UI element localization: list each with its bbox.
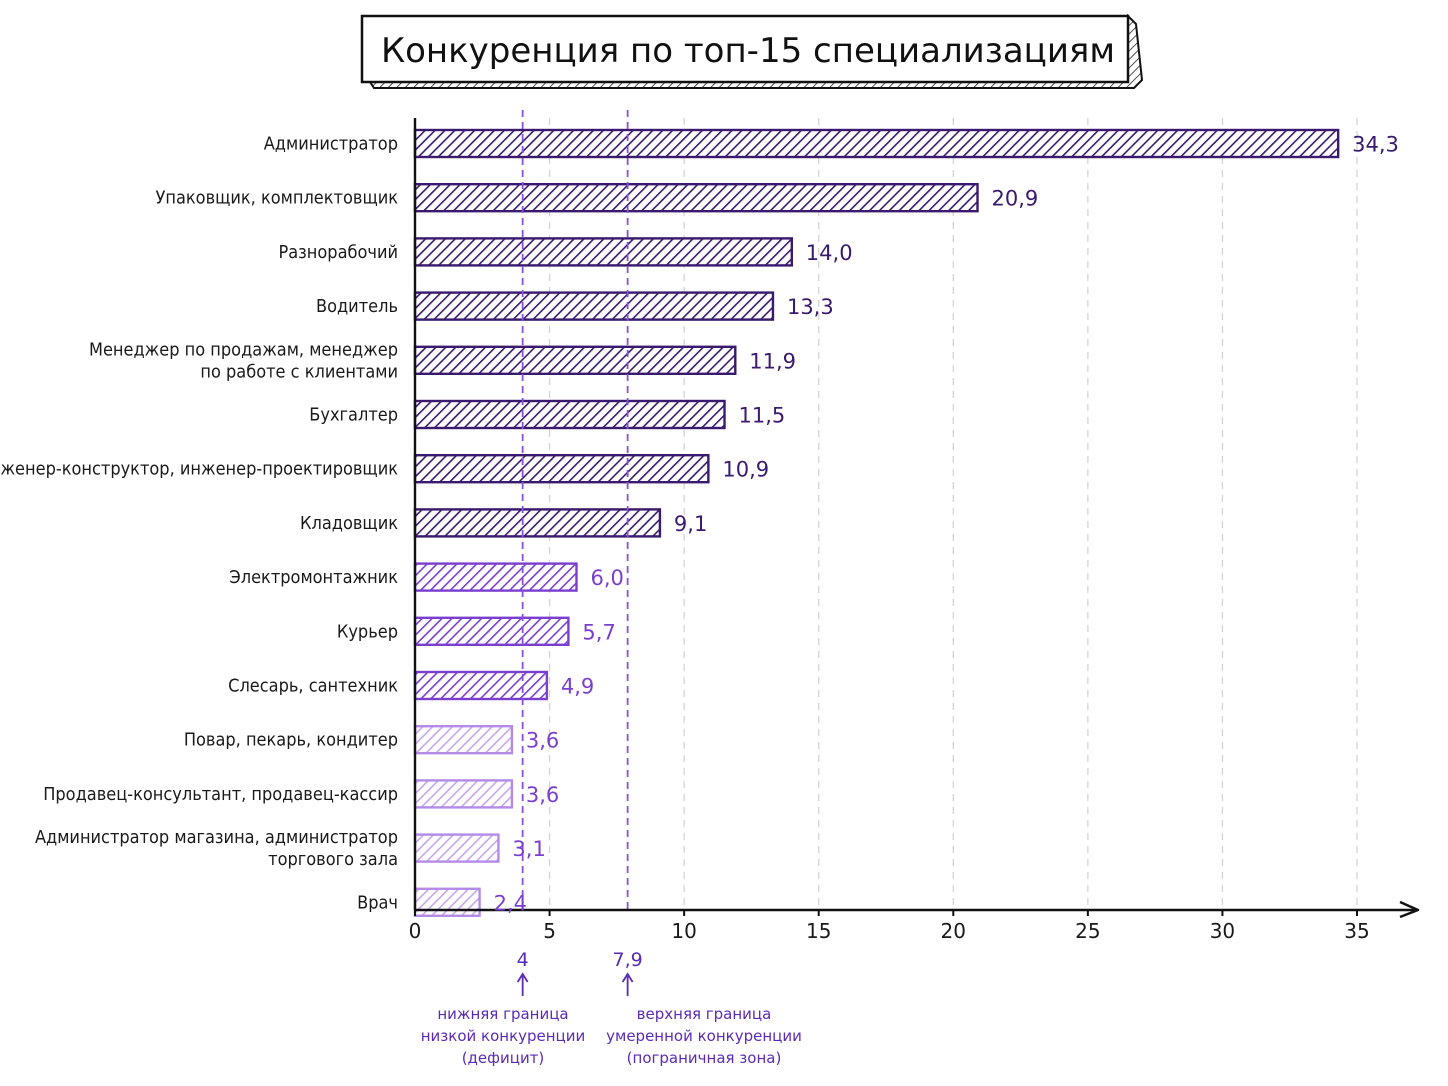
bar xyxy=(413,291,775,321)
category-label: Инженер-конструктор, инженер-проектировщ… xyxy=(0,459,398,480)
value-label: 10,9 xyxy=(722,458,769,482)
threshold-arrow-head xyxy=(516,972,529,983)
bar xyxy=(413,833,500,863)
value-label: 3,6 xyxy=(526,729,559,753)
bar xyxy=(413,725,514,755)
value-label: 20,9 xyxy=(992,187,1039,211)
value-label: 13,3 xyxy=(787,295,834,319)
value-label: 9,1 xyxy=(674,512,707,536)
x-tick-label: 25 xyxy=(1075,919,1100,943)
bar xyxy=(413,670,549,701)
bars xyxy=(413,128,1340,917)
x-tick-label: 15 xyxy=(806,919,831,943)
category-label: Менеджер по продажам, менеджер по работе … xyxy=(89,339,398,382)
bar xyxy=(413,454,710,484)
category-label: Упаковщик, комплектовщик xyxy=(156,188,399,209)
x-axis-arrow xyxy=(1399,900,1420,919)
value-label: 14,0 xyxy=(806,241,853,265)
category-label: Повар, пекарь, кондитер xyxy=(184,730,398,751)
value-label: 4,9 xyxy=(561,675,594,699)
bar xyxy=(413,128,1340,159)
value-label: 11,9 xyxy=(749,349,796,373)
bar xyxy=(413,508,662,538)
category-label: Продавец-консультант, продавец-кассир xyxy=(43,784,398,805)
value-label: 11,5 xyxy=(739,404,786,428)
bar xyxy=(413,399,726,430)
bar xyxy=(413,616,570,646)
x-tick-label: 5 xyxy=(543,919,556,943)
value-labels: 34,3 20,9 14,0 13,3 11,9 11,5 10,9 9,1 6,0 5,7 4,9… xyxy=(494,133,1399,916)
category-label: Бухгалтер xyxy=(309,405,398,426)
category-label: Водитель xyxy=(316,296,398,317)
value-label: 6,0 xyxy=(590,566,623,590)
category-label: Администратор xyxy=(264,134,398,155)
x-tick-label: 35 xyxy=(1344,919,1369,943)
category-label: Врач xyxy=(357,892,398,913)
x-tick-label: 10 xyxy=(671,919,696,943)
axes: 0 5 10 15 20 25 30 35 xyxy=(409,118,1420,943)
threshold-note: нижняя граница низкой конкуренции (дефицит… xyxy=(421,1005,586,1067)
threshold-value: 4 xyxy=(517,949,529,971)
x-tick-label: 30 xyxy=(1210,919,1235,943)
x-tick-label: 0 xyxy=(409,919,422,943)
category-label: Разнорабочий xyxy=(278,242,398,263)
threshold-lines xyxy=(521,110,629,910)
threshold-annotations: 4 нижняя граница низкой конкуренции (дефици… xyxy=(421,949,802,1067)
category-label: Кладовщик xyxy=(300,513,398,534)
bar xyxy=(413,779,514,809)
value-label: 2,4 xyxy=(494,891,527,915)
threshold-value: 7,9 xyxy=(613,949,643,971)
chart-title-box: Конкуренция по топ-15 специализациям xyxy=(360,13,1144,89)
bar xyxy=(413,182,979,213)
value-label: 3,6 xyxy=(526,783,559,807)
category-label: Слесарь, сантехник xyxy=(228,676,398,697)
threshold-arrow-head xyxy=(621,972,634,983)
bar xyxy=(413,345,737,375)
bar xyxy=(413,562,578,592)
threshold-note: верхняя граница умеренной конкуренции (пог… xyxy=(606,1005,802,1067)
x-tick-label: 20 xyxy=(941,919,966,943)
value-label: 5,7 xyxy=(582,620,615,644)
value-label: 3,1 xyxy=(512,837,545,861)
value-label: 34,3 xyxy=(1352,133,1399,157)
category-label: Курьер xyxy=(337,621,398,642)
category-label: Администратор магазина, администратор тор… xyxy=(35,827,398,870)
gridlines xyxy=(548,118,1358,910)
category-label: Электромонтажник xyxy=(229,567,398,588)
chart-title: Конкуренция по топ-15 специализациям xyxy=(381,31,1115,71)
category-labels: Администратор Упаковщик, комплектовщик Раз… xyxy=(0,134,398,914)
bar xyxy=(413,237,793,267)
bar xyxy=(413,887,481,917)
